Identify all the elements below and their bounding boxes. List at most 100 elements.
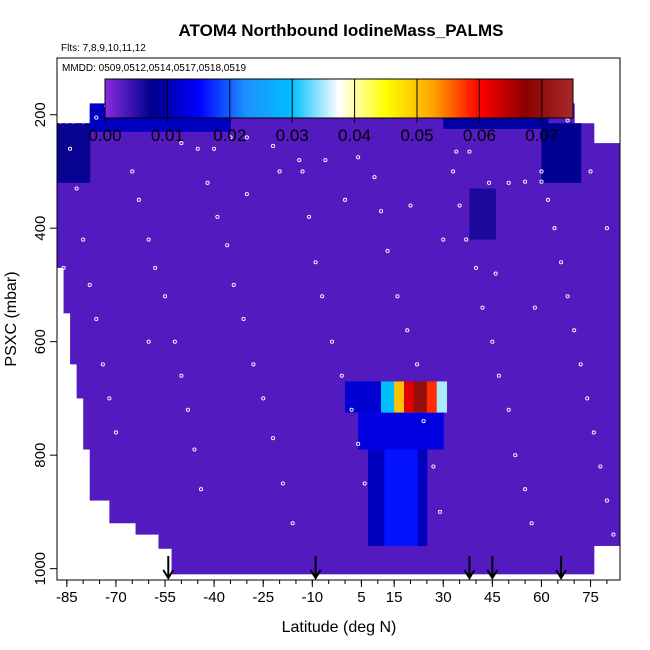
arrow-head	[162, 569, 175, 580]
x-tick-label: 5	[357, 589, 365, 606]
flight-track-dot	[421, 419, 426, 424]
flight-track-dot	[192, 447, 197, 452]
heatmap-cell	[381, 381, 395, 413]
heatmap-cell	[403, 381, 415, 413]
arrow-head	[555, 569, 567, 580]
flight-track-dot	[81, 119, 86, 124]
flight-track-dot	[408, 203, 413, 208]
arrow-head	[486, 569, 499, 580]
flight-track-dot	[225, 243, 230, 248]
y-tick-label: 200	[32, 102, 49, 127]
flight-track-dot	[146, 339, 151, 344]
heatmap-cell	[57, 123, 65, 268]
flight-track-dot	[241, 316, 246, 322]
flight-track-dot	[591, 430, 596, 435]
dates-subtitle: MMDD: 0509,0512,0514,0517,0518,0519	[62, 63, 246, 74]
x-tick-label: -55	[154, 589, 176, 606]
flight-track-dot	[300, 169, 305, 174]
x-axis: -85 -70 -55 -40 -25 -10 5 15 30 45 60 75	[56, 580, 608, 606]
x-tick-label: 45	[484, 589, 501, 606]
flight-track-dot	[58, 119, 63, 124]
heatmap-cell	[70, 123, 78, 365]
heatmap-cell	[394, 381, 405, 413]
plot-frame	[56, 57, 621, 581]
colorbar: 0.00 0.01 0.02 0.03 0.04 0.05 0.06 0.07	[88, 78, 574, 145]
flight-track-dot	[529, 521, 534, 526]
flight-track-dot	[261, 396, 266, 401]
flight-track-dot	[395, 294, 400, 299]
flight-track-dot	[342, 197, 348, 202]
flight-track-dot	[205, 180, 210, 185]
flight-track-dot	[496, 373, 501, 378]
flight-track-dot	[379, 209, 384, 214]
flight-track-dot	[329, 339, 335, 344]
colorbar-tick-label: 0.06	[463, 126, 496, 145]
flight-track-dot	[539, 169, 544, 174]
arrow-head	[309, 569, 322, 580]
flight-track-dot	[244, 135, 249, 140]
flight-track-dot	[231, 282, 236, 288]
flight-track-dot	[362, 481, 367, 486]
chart-title: ATOM4 Northbound IodineMass_PALMS	[179, 21, 504, 40]
flight-track-dot	[94, 115, 99, 120]
x-tick-label: -70	[105, 589, 127, 606]
flight-track-dot	[598, 464, 603, 469]
flight-track-dot	[532, 305, 537, 310]
y-tick-label: 1000	[32, 552, 49, 585]
flight-track-dot	[385, 248, 390, 253]
heatmap-cell	[574, 123, 595, 575]
flight-track-dot	[493, 271, 498, 276]
heatmap-cell	[384, 449, 418, 546]
flight-track-dot	[270, 143, 276, 148]
flight-track-dot	[94, 316, 99, 322]
flight-track-dot	[415, 362, 420, 367]
flight-track-dot	[146, 237, 151, 242]
heatmap-cell	[436, 381, 448, 413]
flight-track-dot	[565, 118, 570, 123]
flight-track-dot	[611, 532, 616, 537]
flight-track-dot	[215, 214, 220, 219]
flight-track-dot	[473, 265, 479, 270]
colorbar-tick-label: 0.03	[276, 126, 309, 145]
x-tick-label: -25	[252, 589, 274, 606]
flight-track-dot	[405, 328, 410, 333]
arrow-markers	[162, 556, 567, 580]
y-tick-label: 400	[32, 216, 49, 241]
heatmap-cell	[541, 123, 582, 183]
colorbar-tick-label: 0.05	[400, 126, 433, 145]
flight-track-dot	[513, 453, 518, 458]
colorbar-tick-label: 0.02	[213, 126, 246, 145]
x-tick-label: -85	[56, 589, 78, 606]
flight-track-dot	[277, 169, 282, 174]
flight-track-dot	[61, 265, 66, 270]
heatmap-cell	[469, 188, 497, 240]
flight-track-dot	[431, 464, 436, 469]
flight-track-dot	[523, 487, 528, 492]
flight-track-dot	[179, 373, 184, 378]
flight-track-dot	[339, 373, 344, 378]
flight-track-dot	[545, 197, 551, 202]
flight-track-dot	[523, 179, 528, 184]
flight-track-dot	[604, 226, 609, 231]
x-axis-label: Latitude (deg N)	[282, 619, 397, 636]
x-tick-label: 30	[435, 589, 452, 606]
flight-track-dot	[313, 260, 318, 265]
flight-track-dot	[251, 362, 256, 367]
heatmap-cell	[426, 381, 438, 413]
flight-track-dot	[506, 407, 511, 412]
flight-track-dot	[457, 203, 462, 208]
flight-track-dot	[487, 180, 492, 185]
flight-track-dot	[195, 146, 200, 151]
flight-track-dot	[349, 407, 354, 412]
heatmap-cell	[413, 381, 428, 413]
flight-track-dot	[506, 180, 511, 185]
colorbar-ticks: 0.00 0.01 0.02 0.03 0.04 0.05 0.06 0.07	[88, 79, 558, 145]
flight-track-dot	[162, 294, 168, 299]
flight-track-dot	[153, 265, 158, 270]
flight-track-dots	[58, 104, 616, 537]
flight-track-dot	[87, 282, 92, 288]
flight-track-dot	[270, 436, 276, 441]
flight-track-dot	[437, 509, 443, 514]
flight-track-dot	[228, 135, 233, 140]
